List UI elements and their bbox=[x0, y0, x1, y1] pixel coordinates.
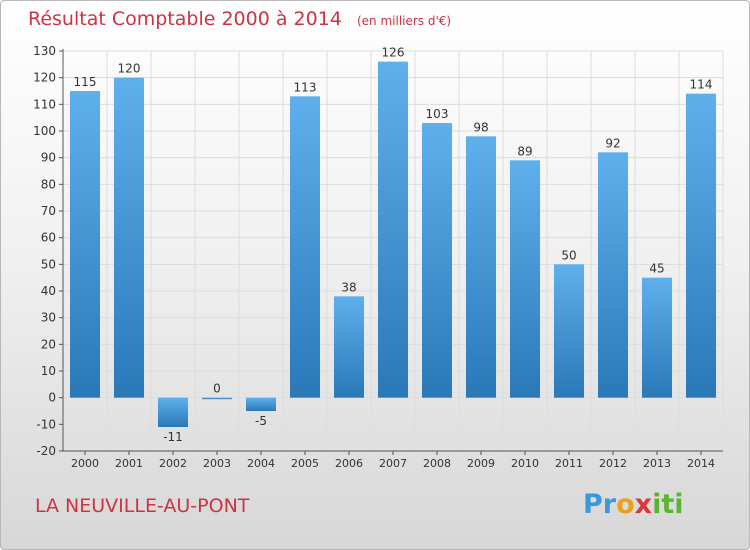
y-tick-label: 60 bbox=[41, 231, 56, 245]
x-tick-label-2006: 2006 bbox=[335, 457, 363, 470]
data-label-2008: 103 bbox=[426, 107, 449, 121]
y-tick-label: 30 bbox=[41, 311, 56, 325]
y-tick-label: 90 bbox=[41, 151, 56, 165]
x-tick-label-2000: 2000 bbox=[71, 457, 99, 470]
data-label-2014: 114 bbox=[690, 78, 713, 92]
x-tick-label-2010: 2010 bbox=[511, 457, 539, 470]
y-tick-label: -10 bbox=[36, 417, 56, 431]
data-label-2010: 89 bbox=[517, 144, 532, 158]
bar-2014 bbox=[686, 93, 716, 398]
bar-2002 bbox=[158, 397, 188, 427]
data-label-2013: 45 bbox=[649, 262, 664, 276]
x-tick-label-2014: 2014 bbox=[687, 457, 715, 470]
x-tick-label-2002: 2002 bbox=[159, 457, 187, 470]
x-tick-labels: 2000 2001 2002 2003 2004 2005 2006 2007 2008 2009… bbox=[71, 457, 715, 470]
x-tick-label-2011: 2011 bbox=[555, 457, 583, 470]
x-tick-label-2009: 2009 bbox=[467, 457, 495, 470]
y-tick-label: 50 bbox=[41, 257, 56, 271]
commune-name: LA NEUVILLE-AU-PONT bbox=[35, 495, 250, 517]
data-label-2011: 50 bbox=[561, 248, 576, 262]
x-tick-label-2013: 2013 bbox=[643, 457, 671, 470]
data-label-2004: -5 bbox=[255, 414, 267, 428]
bar-2005 bbox=[290, 96, 320, 398]
x-tick-label-2012: 2012 bbox=[599, 457, 627, 470]
y-tick-label: 20 bbox=[41, 337, 56, 351]
bar-chart: -20 -10 0 10 20 30 40 50 60 70 80 90 100 110 120 130 11… bbox=[33, 44, 724, 470]
bar-2012 bbox=[598, 152, 628, 398]
bar-2013 bbox=[642, 277, 672, 398]
x-tick-label-2001: 2001 bbox=[115, 457, 143, 470]
title-row: Résultat Comptable 2000 à 2014 (en milli… bbox=[28, 8, 451, 30]
bar-2001 bbox=[114, 77, 144, 398]
x-tick-label-2004: 2004 bbox=[247, 457, 275, 470]
bar-2007 bbox=[378, 61, 408, 398]
data-label-2012: 92 bbox=[605, 136, 620, 150]
y-tick-labels: -20 -10 0 10 20 30 40 50 60 70 80 90 100 110 120 130 bbox=[33, 44, 56, 458]
y-tick-label: 0 bbox=[48, 391, 56, 405]
x-tick-label-2007: 2007 bbox=[379, 457, 407, 470]
chart-title: Résultat Comptable 2000 à 2014 bbox=[28, 8, 342, 30]
data-label-2005: 113 bbox=[294, 80, 317, 94]
y-tick-label: 110 bbox=[33, 97, 56, 111]
chart-subtitle: (en milliers d'€) bbox=[356, 14, 452, 28]
data-label-2009: 98 bbox=[473, 120, 488, 134]
y-tick-label: 80 bbox=[41, 177, 56, 191]
bar-2000 bbox=[70, 91, 100, 398]
proxiti-logo: Proxiti bbox=[583, 489, 684, 520]
data-label-2007: 126 bbox=[382, 46, 405, 60]
y-tick-label: 10 bbox=[41, 364, 56, 378]
bar-2010 bbox=[510, 160, 540, 398]
bar-2003 bbox=[202, 397, 232, 400]
data-label-2002: -11 bbox=[163, 430, 183, 444]
data-labels: 115 120 -11 0 -5 113 38 126 103 98 89 50 92 45 114 bbox=[74, 46, 713, 444]
bar-2009 bbox=[466, 136, 496, 398]
data-label-2000: 115 bbox=[74, 75, 97, 89]
y-tick-label: -20 bbox=[36, 444, 56, 458]
axes bbox=[59, 49, 723, 455]
y-tick-label: 130 bbox=[33, 44, 56, 58]
x-tick-label-2003: 2003 bbox=[203, 457, 231, 470]
data-label-2003: 0 bbox=[213, 382, 221, 396]
x-tick-label-2005: 2005 bbox=[291, 457, 319, 470]
y-tick-label: 100 bbox=[33, 124, 56, 138]
x-tick-label-2008: 2008 bbox=[423, 457, 451, 470]
bars bbox=[70, 61, 716, 427]
bar-2006 bbox=[334, 296, 364, 398]
bar-2004 bbox=[246, 397, 276, 411]
y-tick-label: 70 bbox=[41, 204, 56, 218]
bar-2008 bbox=[422, 123, 452, 398]
y-tick-label: 40 bbox=[41, 284, 56, 298]
y-tick-label: 120 bbox=[33, 71, 56, 85]
data-label-2001: 120 bbox=[118, 62, 141, 76]
bar-2011 bbox=[554, 264, 584, 398]
data-label-2006: 38 bbox=[341, 280, 356, 294]
